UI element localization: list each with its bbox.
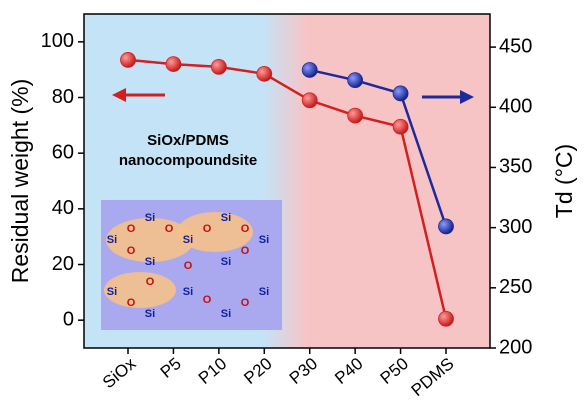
silicon-label: Si <box>259 234 269 246</box>
oxygen-label: O <box>127 297 136 309</box>
silicon-label: Si <box>107 234 117 246</box>
x-tick-label: PDMS <box>408 354 458 400</box>
y2-tick-label: 400 <box>499 96 532 118</box>
oxygen-label: O <box>203 223 212 235</box>
silicon-label: Si <box>145 308 155 320</box>
data-point <box>301 92 318 109</box>
oxygen-label: O <box>146 276 155 288</box>
oxygen-label: O <box>241 245 250 257</box>
series-line <box>309 68 448 227</box>
data-point <box>438 218 454 235</box>
polymer-blob <box>106 218 194 262</box>
polymer-blob <box>104 272 176 308</box>
x-tick-label: P20 <box>240 354 275 388</box>
y-tick-label: 80 <box>52 86 74 108</box>
data-point <box>392 118 409 135</box>
data-point <box>301 62 318 78</box>
annotation: nanocompoundsite <box>119 152 257 169</box>
x-tick-label: P10 <box>195 354 230 388</box>
data-point <box>438 310 454 327</box>
oxygen-label: O <box>165 223 174 235</box>
plot-frame <box>83 13 491 349</box>
x-tick-label: P50 <box>377 354 412 388</box>
silicon-label: Si <box>107 286 117 298</box>
annotation: SiOx/PDMS <box>147 132 229 149</box>
y2-axis-label: Td (°C) <box>551 144 577 218</box>
silicon-label: Si <box>221 256 231 268</box>
x-tick-label: P5 <box>157 354 185 382</box>
data-point <box>392 85 409 102</box>
oxygen-label: O <box>127 245 136 257</box>
y2-tick-label: 450 <box>499 35 532 57</box>
silicon-label: Si <box>183 234 193 246</box>
oxygen-label: O <box>184 260 193 272</box>
y-tick-label: 20 <box>52 253 74 275</box>
y-tick-label: 100 <box>41 30 74 52</box>
data-point <box>347 107 364 124</box>
y2-tick-label: 300 <box>499 216 532 238</box>
oxygen-label: O <box>127 223 136 235</box>
y-tick-label: 40 <box>52 197 74 219</box>
silicon-label: Si <box>221 308 231 320</box>
silicon-label: Si <box>221 212 231 224</box>
data-point <box>347 72 364 89</box>
y2-tick-label: 350 <box>499 156 532 178</box>
oxygen-label: O <box>203 294 212 306</box>
silicon-label: Si <box>145 256 155 268</box>
silicon-label: Si <box>145 212 155 224</box>
polymer-blob <box>177 212 253 252</box>
data-point <box>165 56 182 72</box>
data-point <box>256 65 273 82</box>
y2-tick-label: 200 <box>499 336 532 358</box>
x-tick-label: P30 <box>286 354 321 388</box>
y-tick-label: 0 <box>63 308 74 330</box>
data-point <box>120 52 136 68</box>
x-tick-label: SiOx <box>99 354 140 393</box>
axis-arrowhead <box>460 90 474 104</box>
y2-tick-label: 250 <box>499 276 532 298</box>
data-point <box>210 58 227 75</box>
silicon-label: Si <box>259 286 269 298</box>
silicon-label: Si <box>183 286 193 298</box>
axis-arrowhead <box>112 88 126 102</box>
oxygen-label: O <box>241 223 250 235</box>
y-tick-label: 60 <box>52 141 74 163</box>
oxygen-label: O <box>241 297 250 309</box>
y-axis-label: Residual weight (%) <box>7 79 33 284</box>
x-tick-label: P40 <box>331 354 366 388</box>
